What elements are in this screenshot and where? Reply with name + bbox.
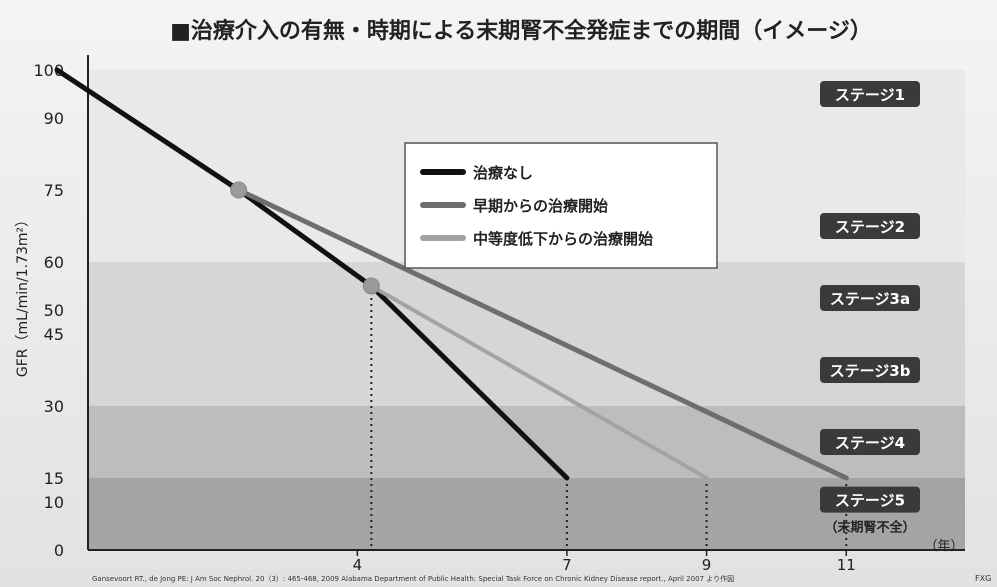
- intervention-marker-1: [230, 181, 248, 199]
- series-line-early: [236, 187, 849, 481]
- stage-badge-4: [820, 357, 920, 383]
- stage-zones: [88, 70, 965, 550]
- stage-badge-5: [820, 429, 920, 455]
- stage-zone-1: [88, 70, 965, 118]
- stage-badge-label-5: ステージ4: [835, 434, 905, 452]
- stage-badge-1: [820, 81, 920, 107]
- y-tick-label-90: 90: [44, 109, 64, 128]
- legend-label-no_treatment: 治療なし: [473, 164, 533, 182]
- stage-zone-4: [88, 334, 965, 406]
- stage-zone-6: [88, 478, 965, 550]
- y-tick-label-100: 100: [33, 61, 64, 80]
- chart-title: ■治療介入の有無・時期による末期腎不全発症までの期間（イメージ）: [170, 18, 872, 44]
- stage-badge-6: [820, 486, 920, 513]
- stage-zone-3: [88, 262, 965, 334]
- point-markers: [230, 181, 380, 295]
- legend-label-moderate: 中等度低下からの治療開始: [473, 230, 653, 248]
- y-axis-label: GFR（mL/min/1.73m²）: [15, 213, 31, 377]
- y-tick-label-0: 0: [54, 541, 64, 560]
- stage-note-6: （末期腎不全）: [824, 520, 915, 536]
- source-mark: FXG: [975, 574, 991, 583]
- stage-badge-3: [820, 285, 920, 311]
- stage-badge-label-2: ステージ2: [835, 218, 905, 236]
- legend-label-early: 早期からの治療開始: [473, 197, 608, 215]
- y-tick-label-50: 50: [44, 301, 64, 320]
- stage-badge-label-4: ステージ3b: [830, 362, 911, 380]
- stage-badge-label-3: ステージ3a: [830, 290, 910, 308]
- axes: 0 10 15 30 45 50 60 75 90 100 4 7 9 11: [33, 55, 965, 574]
- y-tick-label-60: 60: [44, 253, 64, 272]
- citation-text: Gansevoort RT., de Jong PE: J Am Soc Nep…: [92, 574, 734, 583]
- x-tick-label-4: 4: [353, 556, 363, 574]
- x-tick-label-9: 9: [702, 556, 712, 574]
- y-tick-label-30: 30: [44, 397, 64, 416]
- x-tick-label-11: 11: [837, 556, 856, 574]
- stage-badges: ステージ1 ステージ2 ステージ3a ステージ3b ステージ4 ステージ5 （末期腎不全）: [820, 81, 920, 536]
- series-line-moderate: [369, 284, 709, 480]
- x-axis-unit: （年）: [924, 539, 963, 554]
- intervention-marker-2: [362, 277, 380, 295]
- y-tick-label-10: 10: [44, 493, 64, 512]
- stage-badge-label-1: ステージ1: [835, 86, 905, 104]
- y-tick-label-15: 15: [44, 469, 64, 488]
- series-lines: [54, 67, 849, 481]
- series-line-no_treatment: [54, 67, 570, 481]
- stage-badge-label-6: ステージ5: [835, 492, 905, 510]
- y-tick-label-45: 45: [44, 325, 64, 344]
- y-tick-label-75: 75: [44, 181, 64, 200]
- stage-badge-2: [820, 213, 920, 239]
- x-tick-label-7: 7: [562, 556, 572, 574]
